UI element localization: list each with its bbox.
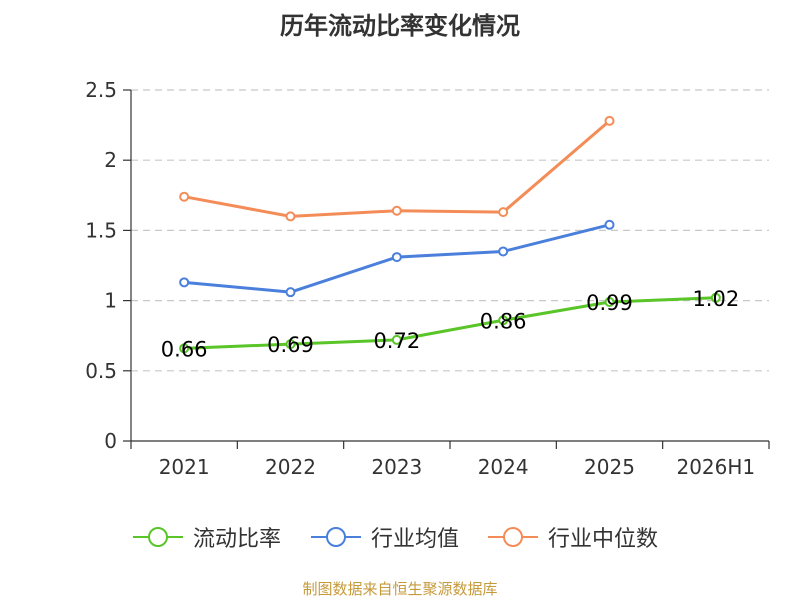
data-point xyxy=(604,297,615,308)
legend-marker-orange xyxy=(488,527,538,547)
y-tick-label: 1.5 xyxy=(85,218,117,242)
axes: 0 0.5 1 1.5 2 2.5 2021 2022 2023 2024 2025 2026H1 xyxy=(85,78,770,479)
chart-title: 历年流动比率变化情况 xyxy=(280,12,520,40)
data-label: 1.02 xyxy=(692,287,739,311)
data-point xyxy=(285,287,296,298)
y-tick-label: 1 xyxy=(104,289,117,313)
data-point xyxy=(285,211,296,222)
legend-label: 行业中位数 xyxy=(548,527,659,552)
y-tick-label: 0 xyxy=(104,429,117,453)
legend-marker-blue xyxy=(311,527,361,547)
data-point xyxy=(391,252,402,263)
data-point xyxy=(391,334,402,345)
data-point xyxy=(604,219,615,230)
y-tick-label: 2.5 xyxy=(85,78,117,102)
legend-item-current-ratio[interactable]: 流动比率 xyxy=(133,520,281,554)
legend-marker-green xyxy=(133,527,183,547)
y-tick-label: 0.5 xyxy=(85,359,117,383)
series-line xyxy=(183,119,611,218)
y-tick-label: 2 xyxy=(104,148,117,172)
data-point xyxy=(285,339,296,350)
data-label: 0.72 xyxy=(373,329,420,353)
data-label: 0.99 xyxy=(586,291,633,315)
series-lines xyxy=(179,115,721,354)
data-point xyxy=(710,292,721,303)
x-tick-label: 2026H1 xyxy=(676,455,755,479)
legend-label: 流动比率 xyxy=(193,527,282,552)
data-point xyxy=(498,315,509,326)
data-point xyxy=(179,343,190,354)
data-point xyxy=(604,115,615,126)
data-label: 0.86 xyxy=(480,309,527,333)
legend-item-industry-median[interactable]: 行业中位数 xyxy=(488,520,658,554)
data-label: 0.66 xyxy=(161,337,208,361)
x-tick-label: 2024 xyxy=(478,455,529,479)
data-point xyxy=(498,207,509,218)
x-tick-label: 2022 xyxy=(265,455,316,479)
x-tick-label: 2025 xyxy=(584,455,635,479)
legend-label: 行业均值 xyxy=(371,527,460,552)
data-point xyxy=(498,246,509,257)
data-point xyxy=(179,277,190,288)
source-note: 制图数据来自恒生聚源数据库 xyxy=(302,580,498,598)
data-label: 0.69 xyxy=(267,333,314,357)
legend: 流动比率 行业均值 行业中位数 xyxy=(0,520,800,554)
x-tick-label: 2021 xyxy=(159,455,210,479)
data-labels: 0.66 0.69 0.72 0.86 0.99 1.02 xyxy=(161,287,739,362)
data-point xyxy=(179,191,190,202)
legend-item-industry-mean[interactable]: 行业均值 xyxy=(311,520,459,554)
x-tick-label: 2023 xyxy=(371,455,422,479)
series-line xyxy=(184,296,716,350)
data-point xyxy=(391,205,402,216)
